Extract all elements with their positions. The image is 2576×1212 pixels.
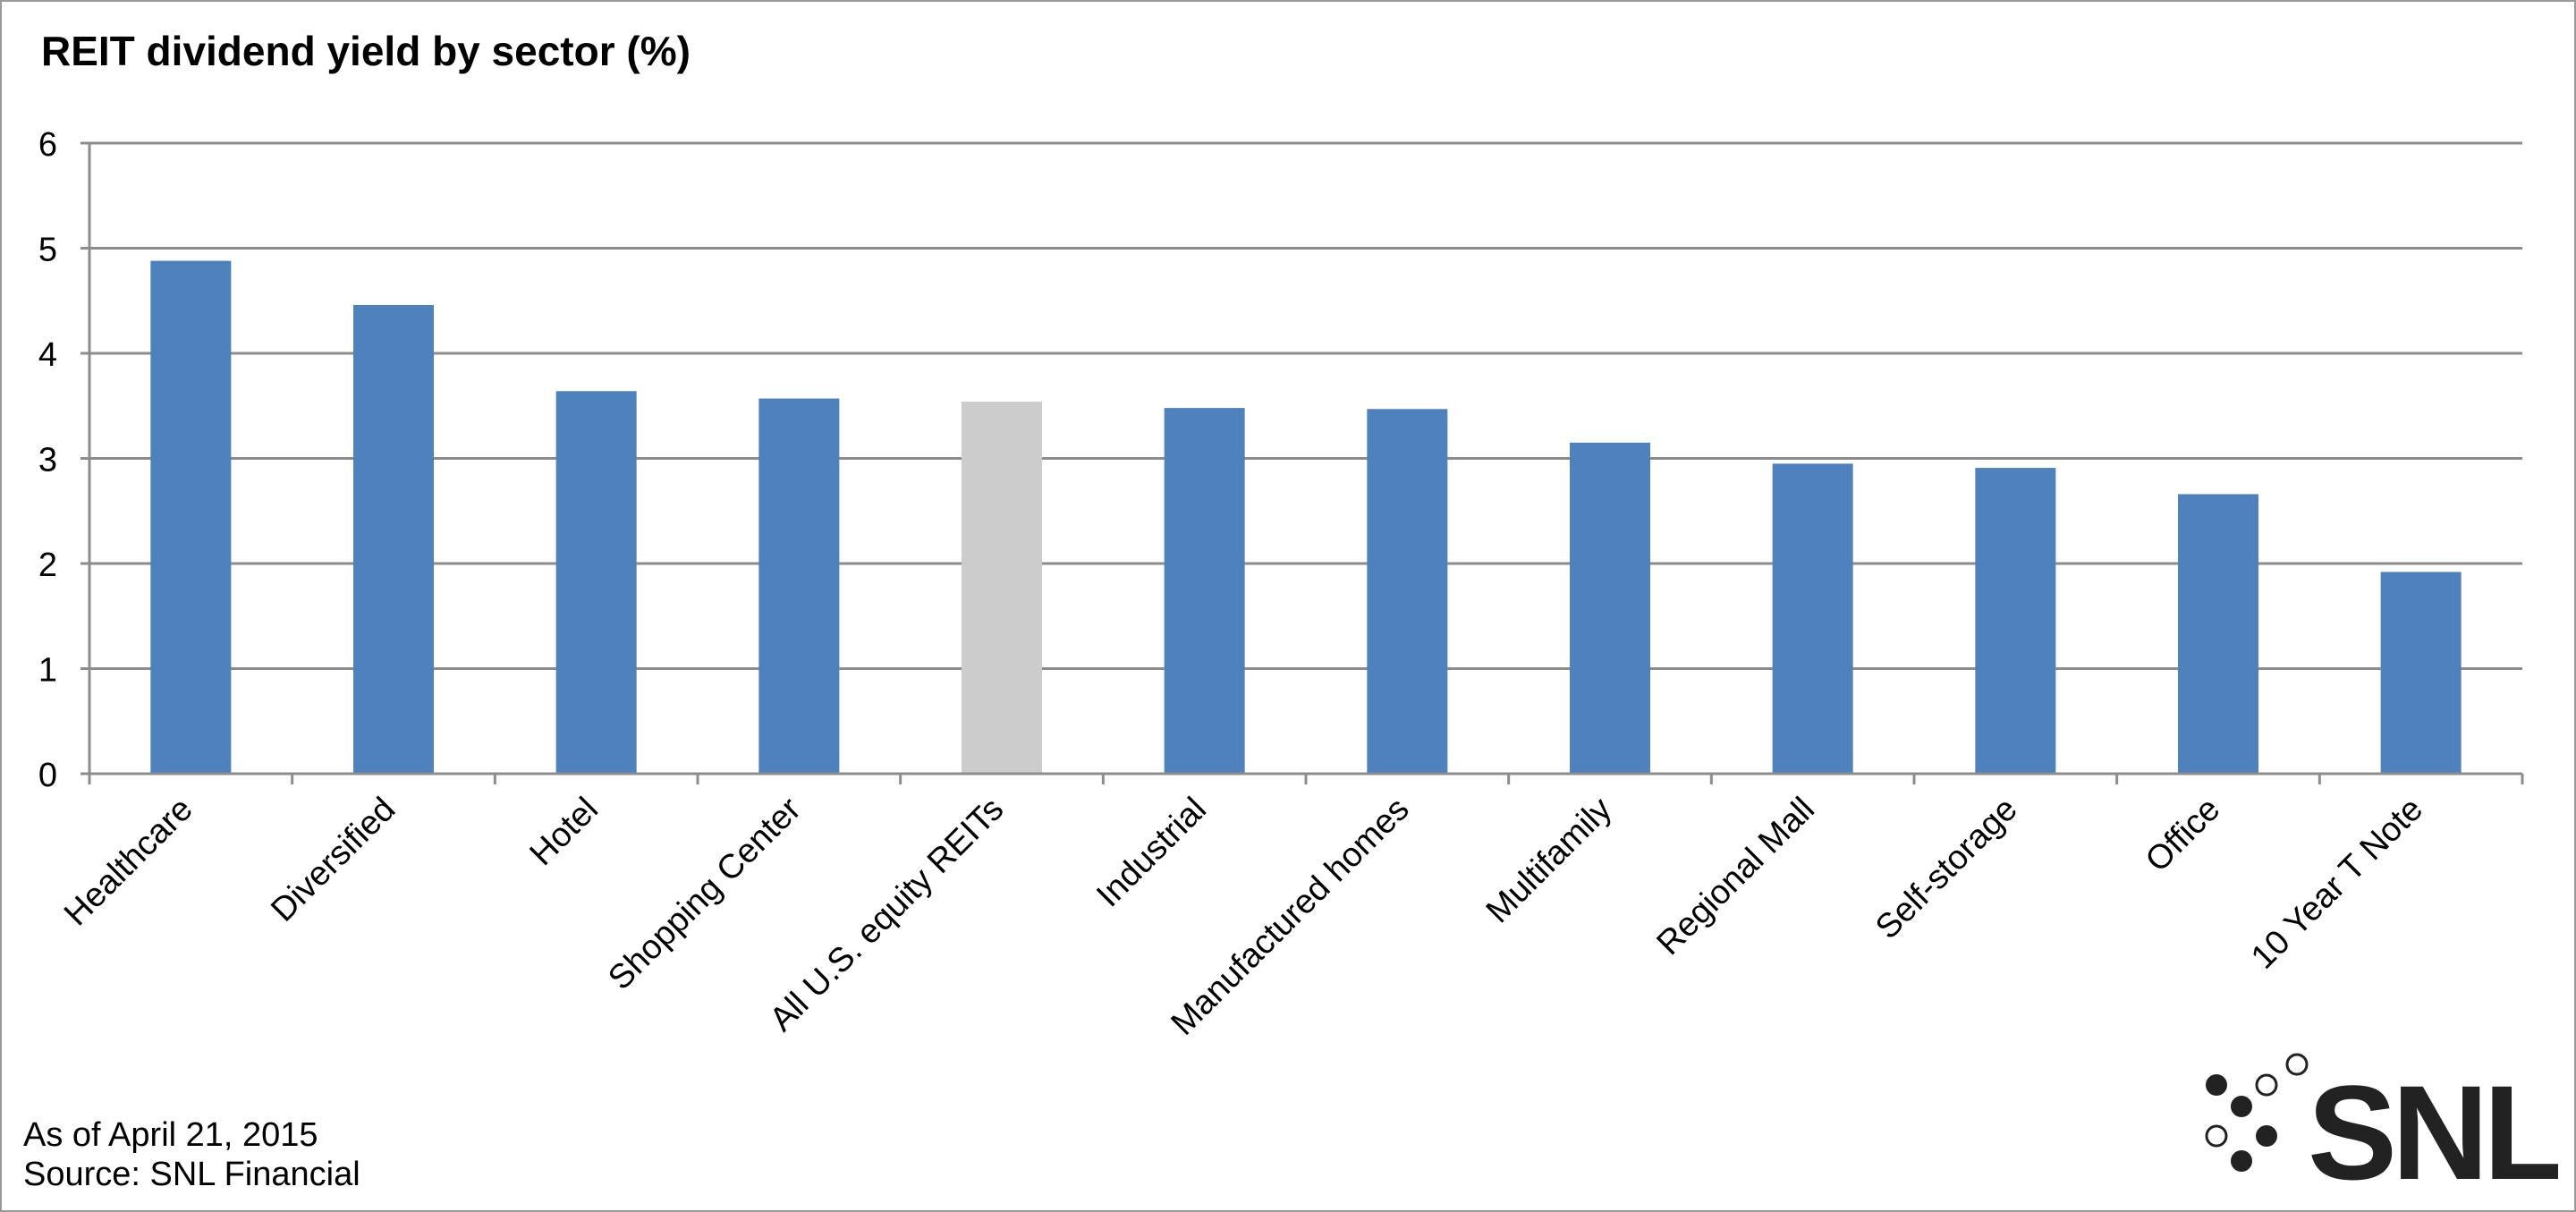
y-tick-label: 4 xyxy=(38,336,57,374)
y-tick-label: 2 xyxy=(38,547,57,584)
bar-10 xyxy=(1975,468,2056,774)
bar-7 xyxy=(1367,409,1448,774)
y-tick-label: 0 xyxy=(38,757,57,794)
bar-9 xyxy=(1772,463,1853,774)
bar-6 xyxy=(1164,408,1245,774)
y-tick-label: 1 xyxy=(38,652,57,690)
chart-title: REIT dividend yield by sector (%) xyxy=(41,28,691,74)
axes xyxy=(80,141,2524,784)
x-category-label: Industrial xyxy=(1089,791,1214,915)
x-category-label: All U.S. equity REITs xyxy=(763,791,1012,1039)
snl-dots-logo-icon xyxy=(2205,1053,2309,1172)
bar-8 xyxy=(1570,442,1650,774)
x-category-label: Shopping Center xyxy=(601,790,809,997)
bar-4 xyxy=(758,398,840,774)
x-category-label: 10 Year T Note xyxy=(2244,791,2430,977)
source-note: Source: SNL Financial xyxy=(23,1156,360,1193)
x-category-label: Hotel xyxy=(523,791,606,873)
as-of-note: As of April 21, 2015 xyxy=(23,1116,318,1154)
x-category-label: Diversified xyxy=(264,791,402,929)
gridlines xyxy=(89,141,2522,670)
x-category-label: Self-storage xyxy=(1868,791,2025,947)
y-tick-label: 5 xyxy=(38,232,57,269)
x-category-label: Regional Mall xyxy=(1650,791,1822,962)
snl-logo: SNL xyxy=(2205,1053,2558,1190)
bar-3 xyxy=(555,391,637,774)
x-category-label: Multifamily xyxy=(1479,791,1620,931)
bar-11 xyxy=(2178,494,2258,774)
bar-12 xyxy=(2380,572,2462,774)
x-category-label: Healthcare xyxy=(57,791,200,934)
bar-5 xyxy=(962,402,1042,774)
y-tick-label: 6 xyxy=(38,126,57,164)
y-tick-label: 3 xyxy=(38,442,57,479)
bars xyxy=(150,260,2462,775)
bar-2 xyxy=(353,304,434,774)
x-category-label: Office xyxy=(2139,791,2227,879)
bar-1 xyxy=(150,260,232,775)
logo-text: SNL xyxy=(2308,1057,2558,1190)
